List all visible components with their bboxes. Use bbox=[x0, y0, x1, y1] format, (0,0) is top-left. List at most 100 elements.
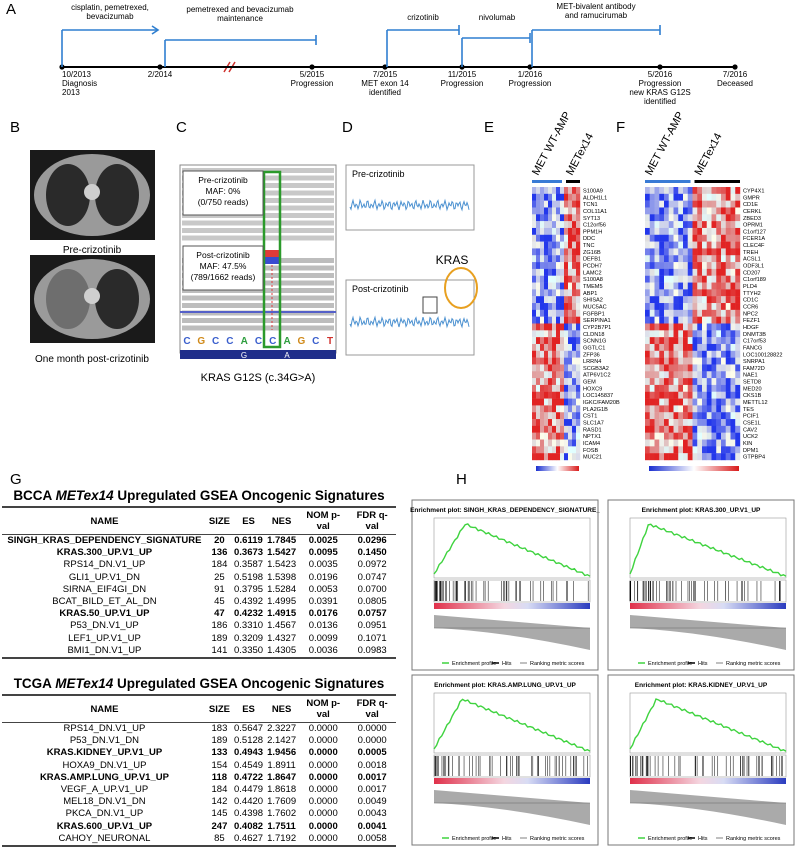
heat-cell bbox=[659, 193, 665, 201]
cell: 0.5647 bbox=[234, 723, 264, 734]
heat-cell bbox=[702, 316, 707, 324]
heat-cell bbox=[683, 425, 688, 433]
heat-cell bbox=[678, 337, 684, 345]
cell: 0.0041 bbox=[357, 820, 387, 832]
heat-cell bbox=[721, 371, 726, 379]
heat-cell bbox=[706, 234, 712, 242]
heat-cell bbox=[673, 309, 679, 317]
heat-cell bbox=[654, 439, 660, 447]
heat-cell bbox=[735, 378, 741, 386]
heat-cell bbox=[683, 357, 688, 365]
heat-cell bbox=[540, 275, 545, 283]
heat-cell bbox=[721, 446, 726, 454]
heat-cell bbox=[678, 303, 684, 311]
heat-cell bbox=[532, 296, 537, 304]
heat-cell bbox=[683, 378, 688, 386]
heat-cell bbox=[654, 207, 660, 215]
base: G bbox=[197, 336, 205, 347]
heat-cell bbox=[697, 289, 703, 297]
gene-label: GMPR bbox=[743, 195, 760, 201]
heat-cell bbox=[735, 432, 741, 440]
heat-cell bbox=[544, 439, 549, 447]
heat-cell bbox=[572, 282, 577, 290]
heat-cell bbox=[692, 412, 698, 420]
heat-cell bbox=[697, 316, 703, 324]
heat-cell bbox=[673, 384, 679, 392]
heat-cell bbox=[576, 248, 581, 256]
heat-cell bbox=[540, 398, 545, 406]
treatment-label: nivolumab bbox=[479, 13, 516, 22]
heat-cell bbox=[721, 384, 726, 392]
heat-cell bbox=[716, 207, 722, 215]
event-label: Progression bbox=[639, 79, 682, 88]
heat-cell bbox=[564, 384, 569, 392]
heat-cell bbox=[564, 200, 569, 208]
heat-cell bbox=[702, 234, 707, 242]
heat-cell bbox=[659, 241, 665, 249]
heat-cell bbox=[649, 275, 655, 283]
heat-cell bbox=[697, 193, 703, 201]
heat-cell bbox=[576, 378, 581, 386]
gene-label: LOC145837 bbox=[583, 393, 613, 399]
heat-cell bbox=[716, 432, 722, 440]
heat-cell bbox=[664, 330, 669, 338]
cell: 0.0000 bbox=[308, 723, 338, 734]
heat-cell bbox=[730, 221, 736, 229]
heat-cell bbox=[697, 248, 703, 256]
heat-cell bbox=[716, 268, 722, 276]
heat-cell bbox=[721, 350, 726, 358]
heat-cell bbox=[564, 262, 569, 270]
heat-cell bbox=[532, 316, 537, 324]
heat-cell bbox=[556, 248, 561, 256]
gene-label: CSE1L bbox=[743, 421, 761, 427]
heat-cell bbox=[649, 398, 655, 406]
heat-cell bbox=[725, 337, 731, 345]
heat-cell bbox=[552, 419, 557, 427]
heat-cell bbox=[702, 227, 707, 235]
heat-cell bbox=[725, 248, 731, 256]
heat-cell bbox=[556, 221, 561, 229]
heat-cell bbox=[730, 412, 736, 420]
heat-cell bbox=[664, 419, 669, 427]
gene-label: C1orf127 bbox=[743, 229, 766, 235]
heat-cell bbox=[536, 453, 541, 461]
caption: KRAS G12S (c.34G>A) bbox=[201, 372, 316, 384]
heat-cell bbox=[544, 425, 549, 433]
heat-cell bbox=[645, 439, 650, 447]
heat-cell bbox=[716, 384, 722, 392]
heat-cell bbox=[540, 214, 545, 222]
heat-cell bbox=[697, 432, 703, 440]
heat-cell bbox=[730, 419, 736, 427]
heat-cell bbox=[659, 412, 665, 420]
heat-cell bbox=[552, 241, 557, 249]
heat-cell bbox=[730, 330, 736, 338]
heat-cell bbox=[725, 303, 731, 311]
es-curve bbox=[433, 523, 591, 577]
heat-cell bbox=[654, 234, 660, 242]
heat-cell bbox=[568, 357, 573, 365]
heat-cell bbox=[706, 289, 712, 297]
heat-cell bbox=[536, 268, 541, 276]
heat-cell bbox=[673, 371, 679, 379]
heat-cell bbox=[730, 207, 736, 215]
heat-cell bbox=[556, 262, 561, 270]
heat-cell bbox=[572, 234, 577, 242]
table-row: SINGH_KRAS_DEPENDENCY_SIGNATURE 20 0.6119 1… bbox=[2, 535, 396, 548]
heat-cell bbox=[560, 330, 565, 338]
heat-cell bbox=[552, 330, 557, 338]
heat-cell bbox=[678, 275, 684, 283]
gene-label: HOXC9 bbox=[583, 386, 602, 392]
mutant-reads bbox=[265, 257, 279, 264]
heat-cell bbox=[572, 405, 577, 413]
heat-cell bbox=[649, 282, 655, 290]
heat-cell bbox=[532, 453, 537, 461]
heat-cell bbox=[568, 391, 573, 399]
heat-cell bbox=[576, 398, 581, 406]
heat-cell bbox=[706, 214, 712, 222]
treatment-bracket bbox=[531, 25, 661, 67]
cell: SIRNA_EIF4GI_DN bbox=[62, 583, 147, 595]
heat-cell bbox=[659, 350, 665, 358]
heat-cell bbox=[735, 227, 741, 235]
heat-cell bbox=[711, 275, 717, 283]
heat-cell bbox=[668, 241, 674, 249]
